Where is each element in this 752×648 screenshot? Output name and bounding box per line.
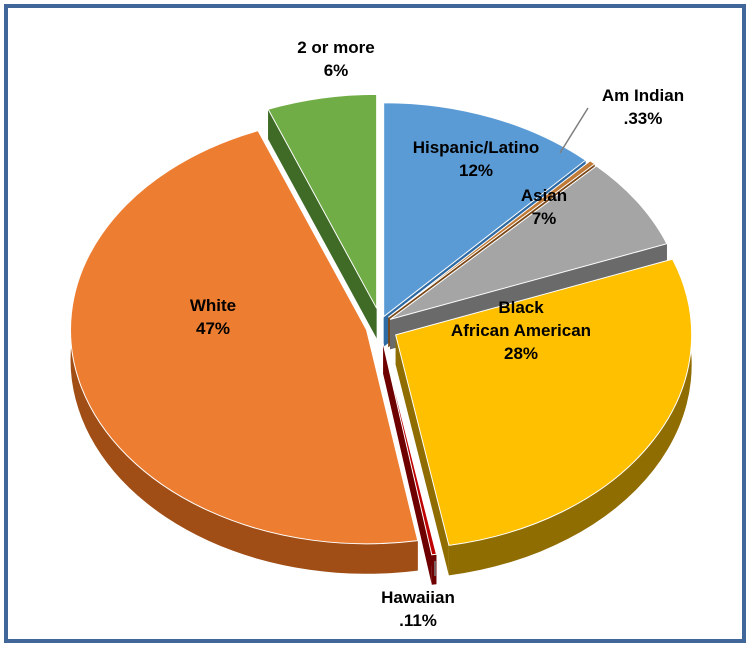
slice-name-white: White bbox=[190, 296, 236, 315]
slice-tops bbox=[70, 93, 693, 556]
slice-value-black-african-american: 28% bbox=[504, 344, 538, 363]
slice-hispanic-latino[interactable] bbox=[383, 102, 587, 318]
slice-value-white: 47% bbox=[196, 319, 230, 338]
slice-labels: Hispanic/Latino 12% Am Indian .33% Asian 7% Bl… bbox=[190, 38, 684, 630]
slice-face-hawaiian bbox=[383, 343, 432, 585]
slice-label-am-indian: Am Indian .33% bbox=[602, 86, 684, 128]
callout-lines bbox=[434, 107, 589, 576]
slice-name-am-indian: Am Indian bbox=[602, 86, 684, 105]
slice-side-black-african-american bbox=[448, 259, 692, 576]
slice-label-2-or-more: 2 or more 6% bbox=[297, 38, 374, 80]
slice-black-african-american[interactable] bbox=[395, 258, 693, 546]
slice-value-hispanic-latino: 12% bbox=[459, 161, 493, 180]
slice-face-2-or-more bbox=[268, 109, 377, 339]
slice-face-black-african-american bbox=[395, 334, 449, 576]
slice-name-asian: Asian bbox=[521, 186, 567, 205]
slice-white[interactable] bbox=[70, 130, 419, 545]
slice-value-am-indian: .33% bbox=[624, 109, 663, 128]
slice-name-hispanic-latino: Hispanic/Latino bbox=[413, 138, 540, 157]
slice-label-hawaiian: Hawaiian .11% bbox=[381, 588, 455, 630]
slice-value-hawaiian: .11% bbox=[399, 611, 437, 630]
slice-value-2-or-more: 6% bbox=[324, 61, 349, 80]
callout-line-am-indian bbox=[559, 107, 589, 154]
slice-value-asian: 7% bbox=[532, 209, 557, 228]
slice-name-2-or-more: 2 or more bbox=[297, 38, 374, 57]
slice-name-black-african-american: African American bbox=[451, 321, 591, 340]
slice-label-asian: Asian 7% bbox=[521, 186, 567, 228]
slice-hawaiian[interactable] bbox=[382, 343, 438, 556]
slice-label-white: White 47% bbox=[190, 296, 236, 338]
slice-asian[interactable] bbox=[389, 165, 668, 320]
pie-chart: Hispanic/Latino 12% Am Indian .33% Asian 7% Bl… bbox=[70, 38, 693, 630]
slice-2-or-more[interactable] bbox=[267, 93, 378, 309]
slice-name-black-african-american: Black bbox=[498, 298, 544, 317]
slice-label-hispanic-latino: Hispanic/Latino 12% bbox=[413, 138, 540, 180]
chart-frame: Hispanic/Latino 12% Am Indian .33% Asian 7% Bl… bbox=[4, 4, 746, 643]
slice-name-hawaiian: Hawaiian bbox=[381, 588, 455, 607]
slice-am-indian[interactable] bbox=[387, 160, 596, 318]
slice-label-black-african-american: Black African American 28% bbox=[451, 298, 591, 363]
